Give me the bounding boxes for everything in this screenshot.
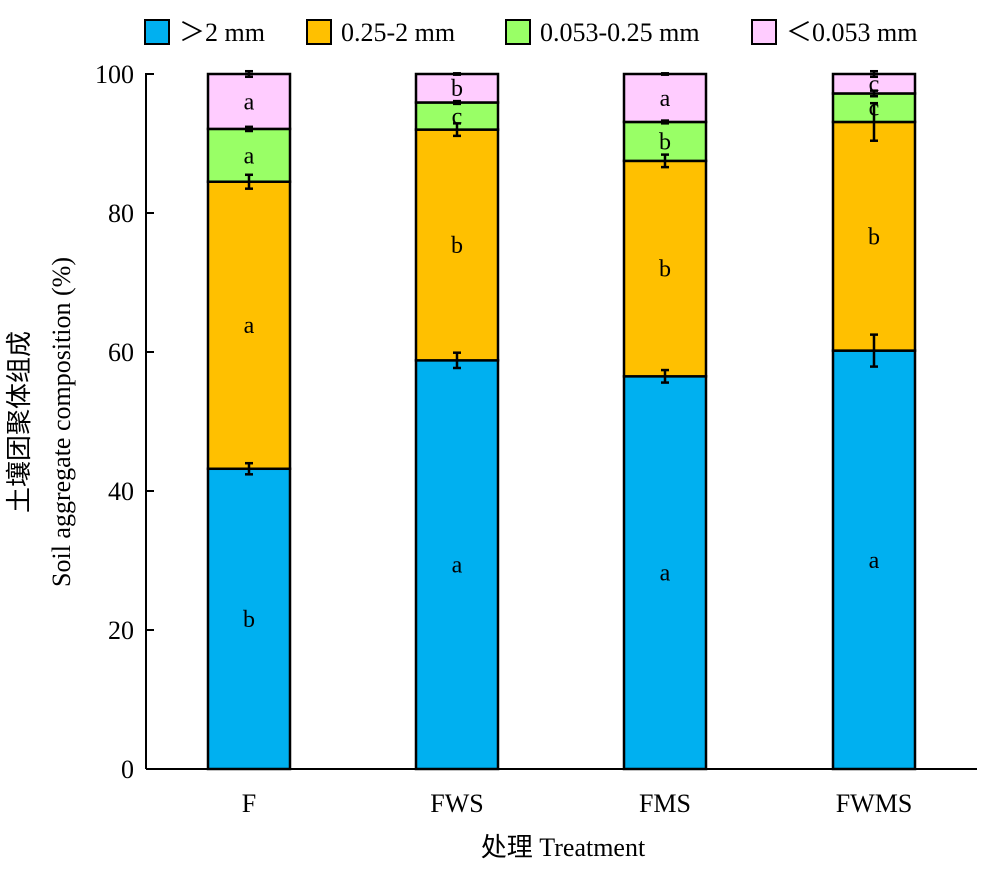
y-axis-label-english: Soil aggregate composition (%) xyxy=(47,257,76,587)
legend-label-1: ＞2 mm xyxy=(179,18,265,47)
legend-label-2: 0.25-2 mm xyxy=(341,18,455,47)
y-tick-label-0: 0 xyxy=(121,755,134,784)
bar-segment-fwms-2 xyxy=(831,120,917,352)
x-axis-label: 处理 Treatment xyxy=(481,833,646,862)
significance-letter-fwms-4: c xyxy=(869,72,880,98)
bar-segment-f-4 xyxy=(206,72,292,131)
y-tick-label-80: 80 xyxy=(108,199,134,228)
significance-letter-fws-4: b xyxy=(451,76,463,102)
significance-letter-fwms-1: a xyxy=(869,548,880,574)
significance-letter-fws-3: c xyxy=(452,104,463,130)
bar-segment-f-2 xyxy=(206,180,292,471)
significance-letter-fws-2: b xyxy=(451,233,463,259)
y-tick-label-40: 40 xyxy=(108,477,134,506)
legend-swatch-1 xyxy=(144,19,170,45)
bar-segment-f-1 xyxy=(206,467,292,771)
x-tick-label-fms: FMS xyxy=(639,789,691,818)
significance-letter-fms-1: a xyxy=(660,561,671,587)
y-axis-label-chinese: 土壤团聚体组成 xyxy=(5,331,34,513)
x-tick-label-fwms: FWMS xyxy=(836,789,913,818)
legend-swatch-3 xyxy=(505,19,531,45)
significance-letter-fws-1: a xyxy=(452,553,463,579)
legend: ＞2 mm 0.25-2 mm 0.053-0.25 mm ＜0.053 mm xyxy=(144,18,917,47)
significance-letter-fwms-3: c xyxy=(869,96,880,122)
legend-label-3: 0.053-0.25 mm xyxy=(540,18,700,47)
y-tick-label-60: 60 xyxy=(108,338,134,367)
significance-letter-f-1: b xyxy=(243,607,255,633)
legend-swatch-2 xyxy=(306,19,332,45)
x-tick-label-fws: FWS xyxy=(430,789,483,818)
legend-swatch-4 xyxy=(751,19,777,45)
x-tick-label-f: F xyxy=(242,789,256,818)
y-tick-label-100: 100 xyxy=(95,60,134,89)
bar-segment-fms-1 xyxy=(622,375,708,771)
significance-letter-fms-4: a xyxy=(660,86,671,112)
legend-label-4: ＜0.053 mm xyxy=(786,18,917,47)
bar-segment-fms-4 xyxy=(622,72,708,124)
bar-segment-fms-2 xyxy=(622,159,708,378)
significance-letter-fms-2: b xyxy=(659,257,671,283)
significance-letter-f-3: a xyxy=(244,143,255,169)
significance-letter-f-2: a xyxy=(244,313,255,339)
y-tick-label-20: 20 xyxy=(108,616,134,645)
significance-letter-fwms-2: b xyxy=(868,224,880,250)
significance-letter-fms-3: b xyxy=(659,129,671,155)
significance-letter-f-4: a xyxy=(244,89,255,115)
y-axis-label: 土壤团聚体组成 Soil aggregate composition (%) xyxy=(5,257,76,587)
